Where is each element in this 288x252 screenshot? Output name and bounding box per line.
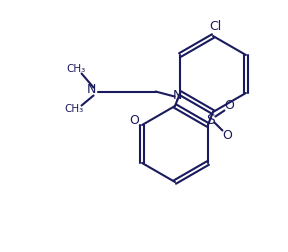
Text: O: O	[129, 114, 139, 128]
Text: O: O	[223, 129, 232, 142]
Text: S: S	[206, 113, 215, 128]
Text: CH₃: CH₃	[66, 65, 85, 75]
Text: N: N	[87, 83, 96, 96]
Text: CH₃: CH₃	[64, 105, 83, 114]
Text: Cl: Cl	[209, 20, 221, 34]
Text: O: O	[225, 99, 234, 112]
Text: N: N	[173, 89, 182, 102]
